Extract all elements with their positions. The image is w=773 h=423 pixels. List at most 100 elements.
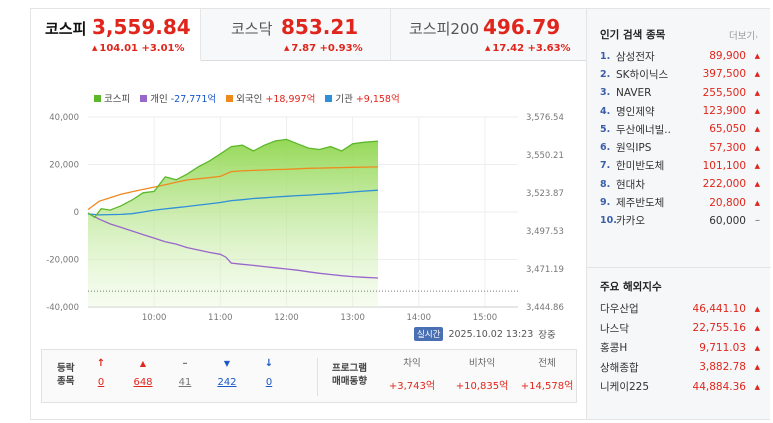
- tab-kospi200-change-text: 17.42 +3.63%: [492, 43, 571, 54]
- dash-icon: –: [755, 215, 760, 227]
- tab-kospi200[interactable]: 코스피200 496.79 ▲ 17.42 +3.63%: [391, 9, 586, 61]
- popular-price: 20,800: [709, 196, 746, 209]
- kospi-area: [88, 139, 378, 307]
- popular-item[interactable]: 9. 제주반도체 20,800 ▲: [600, 193, 760, 211]
- legend-individual[interactable]: 개인 -27,771억: [140, 91, 216, 105]
- popular-rank: 8.: [600, 178, 611, 190]
- popular-rank: 6.: [600, 142, 611, 154]
- right-axis-tick: 3,576.54: [526, 113, 564, 123]
- popular-item[interactable]: 8. 현대차 222,000 ▲: [600, 175, 760, 193]
- overseas-item[interactable]: 나스닥 22,755.16 ▲: [600, 319, 760, 339]
- market-summary: 등락 종목 ↑ 0 ▲ 648 – 41 ▼ 242 ↓ 0: [41, 349, 577, 403]
- overseas-item[interactable]: 상해종합 3,882.78 ▲: [600, 358, 760, 378]
- side-panel: 인기 검색 종목 더보기› 1. 삼성전자 89,900 ▲ 2. SK하이닉스 397,5…: [586, 9, 771, 419]
- popular-item[interactable]: 6. 원익IPS 57,300 ▲: [600, 138, 760, 156]
- up-triangle-icon: ▲: [754, 198, 760, 207]
- popular-price: 222,000: [702, 178, 746, 191]
- popular-item[interactable]: 5. 두산에너빌.. 65,050 ▲: [600, 120, 760, 138]
- breadth-label: 등락 종목: [57, 362, 74, 388]
- legend-value: +9,158억: [355, 94, 400, 105]
- program-total: 전체 +14,578억: [518, 357, 576, 392]
- breadth-upper-limit[interactable]: ↑ 0: [86, 357, 116, 388]
- popular-rank: 5.: [600, 123, 611, 135]
- overseas-name: 홍콩H: [600, 342, 628, 355]
- up-limit-arrow-icon: ↑: [96, 358, 106, 369]
- popular-price: 57,300: [709, 141, 746, 154]
- tab-kosdaq[interactable]: 코스닥 853.21 ▲ 7.87 +0.93%: [201, 9, 391, 61]
- popular-title: 인기 검색 종목: [600, 29, 666, 41]
- up-triangle-icon: ▲: [754, 88, 760, 97]
- popular-rank: 2.: [600, 68, 611, 80]
- program-non-arbitrage: 비차익 +10,835억: [452, 357, 512, 392]
- up-triangle-icon: ▲: [92, 44, 98, 52]
- legend-foreign[interactable]: 외국인 +18,997억: [226, 91, 315, 105]
- program-head: 전체: [538, 358, 556, 369]
- program-value: +10,835억: [455, 381, 509, 392]
- popular-list: 1. 삼성전자 89,900 ▲ 2. SK하이닉스 397,500 ▲ 3. NAVER 255,…: [600, 47, 760, 230]
- overseas-item[interactable]: 홍콩H 9,711.03 ▲: [600, 338, 760, 358]
- series-line-1: [87, 212, 379, 279]
- x-axis-tick: 10:00: [142, 313, 167, 323]
- overseas-name: 니케이225: [600, 381, 650, 394]
- popular-rank: 3.: [600, 87, 611, 99]
- popular-price: 101,100: [702, 159, 746, 172]
- breadth-unchanged[interactable]: – 41: [170, 357, 200, 388]
- popular-name: 제주반도체: [616, 197, 665, 210]
- down-triangle-icon: ▼: [223, 359, 231, 368]
- popular-name: 두산에너빌..: [616, 123, 671, 136]
- chart-legend: 코스피 개인 -27,771억 외국인 +18,997억 기관 +9,158억: [94, 91, 400, 105]
- popular-item[interactable]: 2. SK하이닉스 397,500 ▲: [600, 65, 760, 83]
- index-tabs: 코스피 3,559.84 ▲ 104.01 +3.01% 코스닥 853.21 ▲…: [31, 9, 586, 61]
- overseas-title: 주요 해외지수: [600, 281, 662, 293]
- overseas-value: 46,441.10: [692, 302, 746, 315]
- intraday-chart: 40,000 20,000 0 -20,000 -40,000 3,576.54 3,550…: [31, 104, 586, 326]
- breadth-value: 41: [178, 377, 192, 388]
- popular-price: 397,500: [702, 68, 746, 81]
- right-axis-tick: 3,444.86: [526, 303, 564, 313]
- intraday-chart-svg: 40,000 20,000 0 -20,000 -40,000 3,576.54 3,550…: [46, 113, 564, 323]
- breadth-label-line: 종목: [57, 376, 75, 387]
- breadth-value: 0: [97, 377, 105, 388]
- breadth-lower-limit[interactable]: ↓ 0: [254, 357, 284, 388]
- popular-name: 현대차: [616, 178, 645, 191]
- right-axis-tick: 3,471.19: [526, 265, 564, 275]
- realtime-status: 장중: [538, 330, 556, 341]
- program-label-line: 프로그램: [332, 363, 367, 374]
- overseas-item[interactable]: 니케이225 44,884.36 ▲: [600, 377, 760, 397]
- tab-kospi200-change: ▲ 17.42 +3.63%: [485, 43, 571, 54]
- left-axis-tick: -20,000: [46, 256, 79, 266]
- realtime-badge: 실시간: [414, 327, 444, 341]
- up-triangle-icon: ▲: [754, 161, 760, 170]
- legend-value: +18,997억: [265, 94, 316, 105]
- breadth-rising[interactable]: ▲ 648: [128, 357, 158, 388]
- popular-item[interactable]: 3. NAVER 255,500 ▲: [600, 84, 760, 102]
- popular-item[interactable]: 7. 한미반도체 101,100 ▲: [600, 157, 760, 175]
- up-triangle-icon: ▲: [754, 304, 760, 313]
- legend-value: -27,771억: [170, 94, 217, 105]
- tab-kospi-change-text: 104.01 +3.01%: [99, 43, 185, 54]
- market-widget: 코스피 3,559.84 ▲ 104.01 +3.01% 코스닥 853.21 ▲…: [30, 8, 771, 420]
- overseas-value: 44,884.36: [692, 380, 746, 393]
- up-triangle-icon: ▲: [754, 52, 760, 61]
- chevron-right-icon: ›: [755, 33, 758, 41]
- overseas-item[interactable]: 다우산업 46,441.10 ▲: [600, 299, 760, 319]
- overseas-list: 다우산업 46,441.10 ▲ 나스닥 22,755.16 ▲ 홍콩H 9,711.03 ▲ 상…: [600, 299, 760, 397]
- kospi-line: [87, 138, 379, 219]
- popular-item[interactable]: 1. 삼성전자 89,900 ▲: [600, 47, 760, 65]
- up-triangle-icon: ▲: [754, 382, 760, 391]
- legend-label: 기관: [335, 94, 353, 105]
- right-axis-tick: 3,523.87: [526, 189, 564, 199]
- side-divider: [587, 267, 771, 268]
- popular-item[interactable]: 4. 명인제약 123,900 ▲: [600, 102, 760, 120]
- breadth-falling[interactable]: ▼ 242: [212, 357, 242, 388]
- popular-price: 60,000: [709, 214, 746, 227]
- popular-rank: 4.: [600, 105, 611, 117]
- popular-item[interactable]: 10. 카카오 60,000–: [600, 212, 760, 230]
- overseas-name: 상해종합: [600, 361, 639, 374]
- legend-kospi[interactable]: 코스피: [94, 91, 130, 105]
- popular-more-link[interactable]: 더보기›: [729, 28, 758, 42]
- legend-institution[interactable]: 기관 +9,158억: [325, 91, 400, 105]
- x-axis-tick: 13:00: [340, 313, 365, 323]
- tab-kospi[interactable]: 코스피 3,559.84 ▲ 104.01 +3.01%: [31, 9, 201, 61]
- program-arbitrage: 차익 +3,743억: [387, 357, 437, 392]
